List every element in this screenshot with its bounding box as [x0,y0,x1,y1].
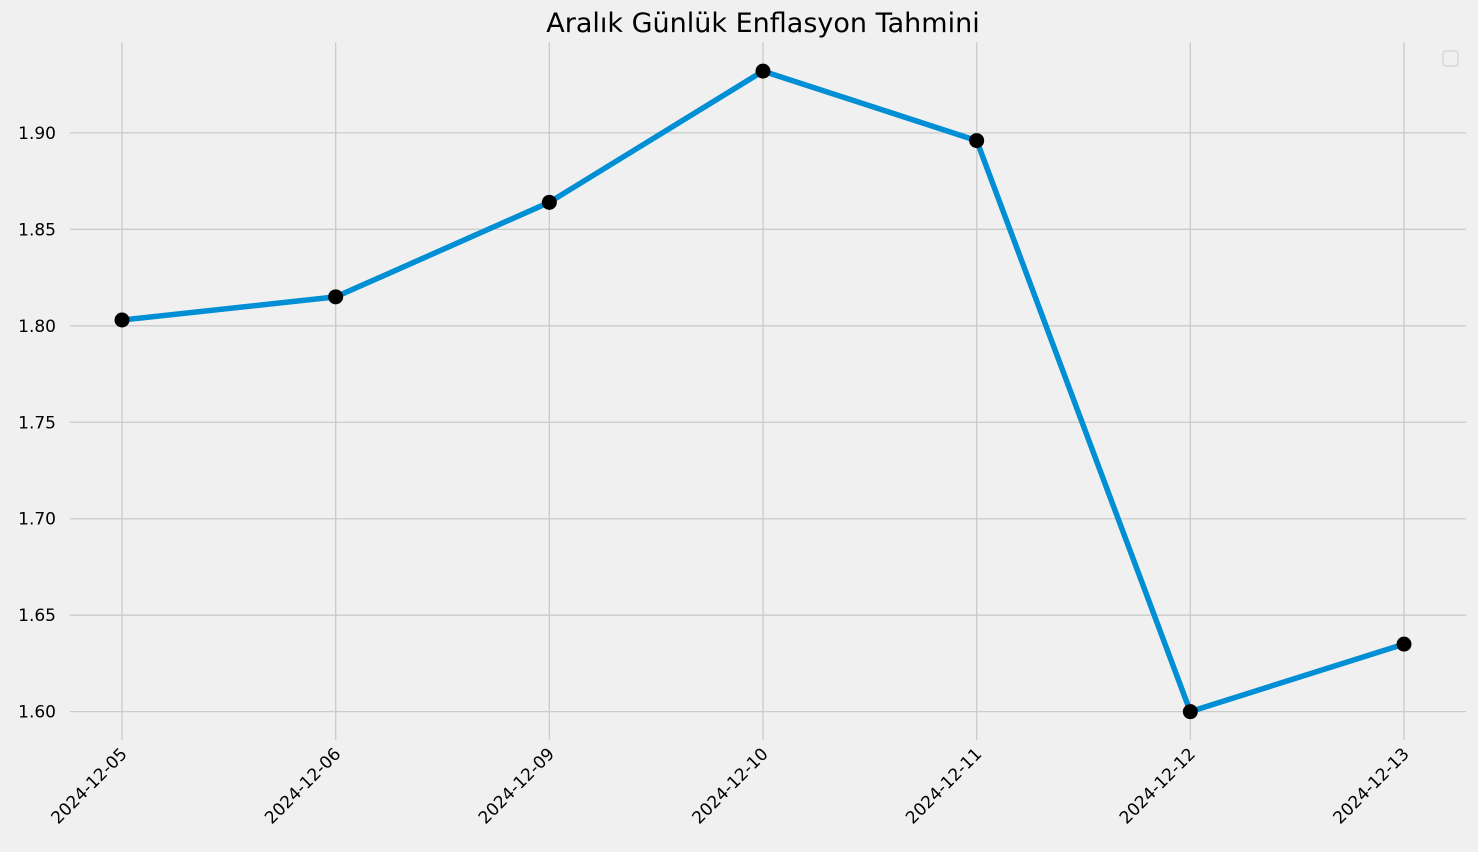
y-tick-label: 1.90 [18,124,56,144]
data-point-marker [114,312,130,328]
y-tick-label: 1.75 [18,413,56,433]
data-point-marker [541,194,557,210]
data-point-marker [969,133,985,149]
data-point-marker [755,63,771,79]
data-point-marker [328,289,344,305]
data-point-marker [1396,636,1412,652]
data-point-marker [1182,704,1198,720]
marker-layer [114,63,1412,720]
grid-lines [70,42,1466,740]
y-tick-label: 1.85 [18,220,56,240]
y-tick-label: 1.65 [18,606,56,626]
y-tick-label: 1.80 [18,317,56,337]
chart-title: Aralık Günlük Enflasyon Tahmini [546,8,979,39]
legend-box [1442,50,1459,67]
y-axis-tick-labels: 1.60 1.65 1.70 1.75 1.80 1.85 1.90 [18,124,56,723]
y-tick-label: 1.70 [18,510,56,530]
y-tick-label: 1.60 [18,703,56,723]
